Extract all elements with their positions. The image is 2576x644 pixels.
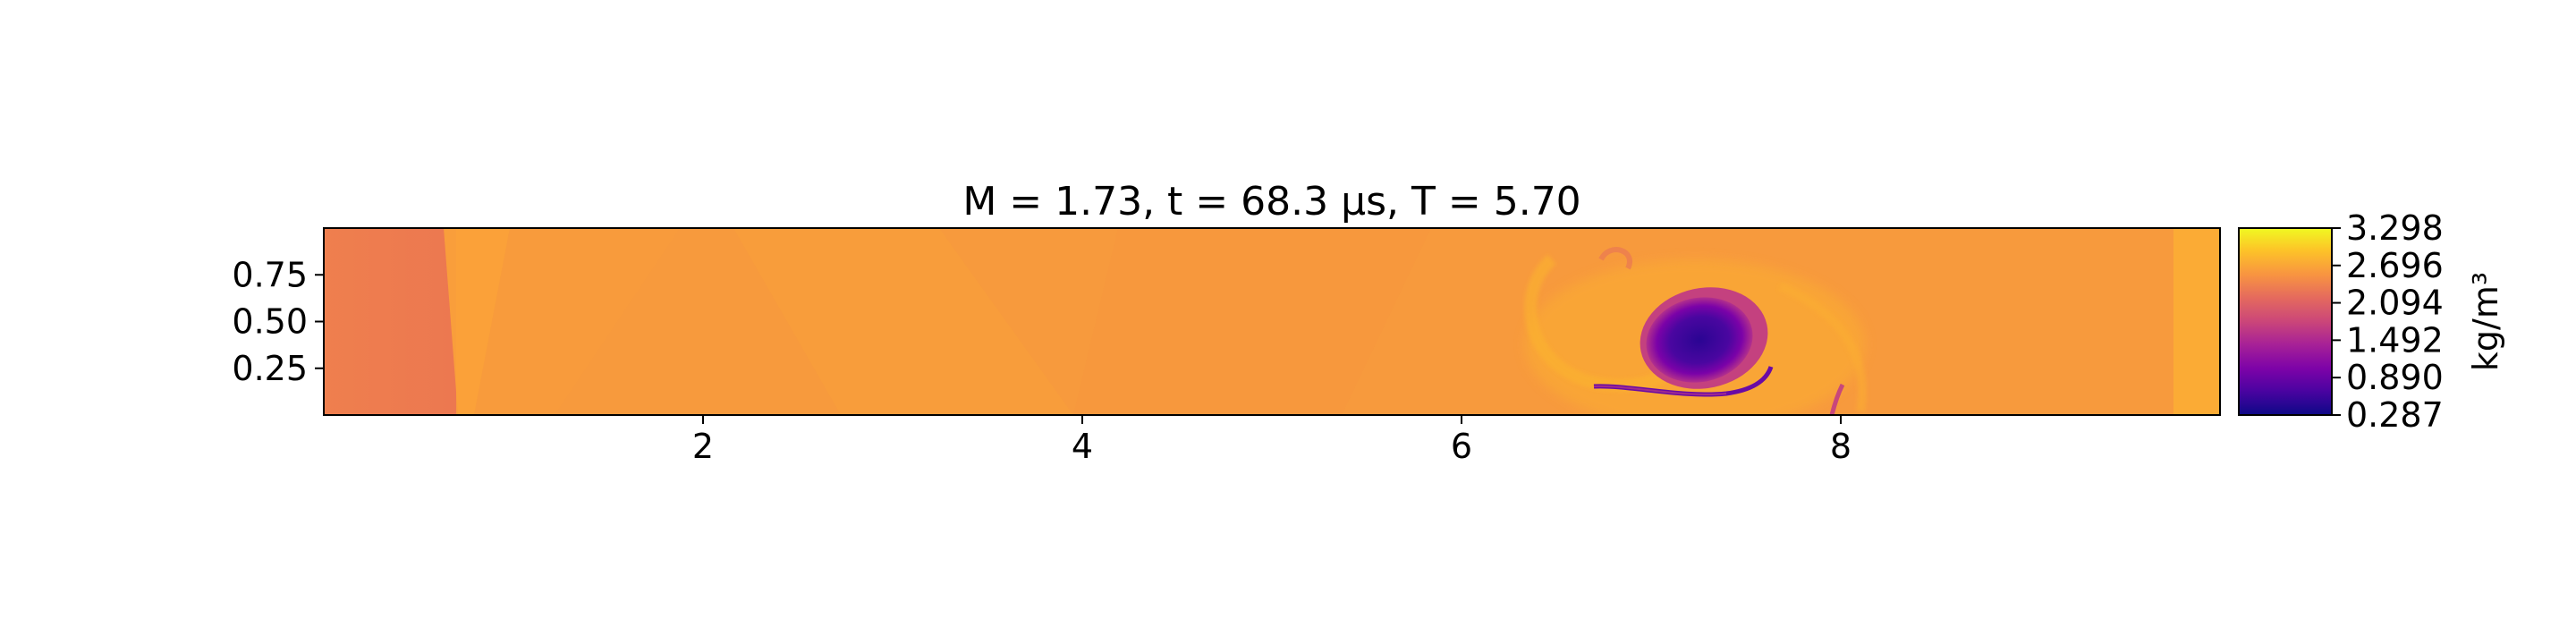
y-axis: 0.25 0.50 0.75 <box>232 255 324 388</box>
colorbar-tick-label: 3.298 <box>2346 208 2444 248</box>
oblique-wave-2 <box>733 228 1073 415</box>
colorbar-tick-label: 0.287 <box>2346 395 2444 435</box>
oblique-wave-1 <box>474 228 680 415</box>
colorbar-tick-label: 1.492 <box>2346 320 2444 360</box>
y-tick-label: 0.25 <box>232 349 308 388</box>
chart-title: M = 1.73, t = 68.3 μs, T = 5.70 <box>962 179 1580 225</box>
shock-front <box>444 228 510 415</box>
colorbar-label: kg/m³ <box>2466 272 2505 371</box>
vortex-outer-arm <box>1778 282 1867 412</box>
y-tick-label: 0.75 <box>232 255 308 294</box>
x-axis: 2 4 6 8 <box>692 415 1852 466</box>
x-tick-label: 6 <box>1451 427 1472 466</box>
outflow-band <box>2174 228 2220 415</box>
vortex-core <box>1646 297 1753 383</box>
inflow-region <box>324 228 456 415</box>
vortex-arm <box>1524 254 1679 392</box>
x-tick-label: 8 <box>1830 427 1852 466</box>
colorbar <box>2238 227 2333 416</box>
oblique-wave-3 <box>1073 228 1431 415</box>
vortex <box>1524 247 1867 415</box>
density-field <box>324 228 2220 415</box>
colorbar-tick-label: 0.890 <box>2346 358 2444 397</box>
colorbar-tick-label: 2.094 <box>2346 284 2444 323</box>
vortex-tail-glow <box>1593 385 1727 396</box>
y-tick-label: 0.50 <box>232 302 308 342</box>
colorbar-tick-label: 2.696 <box>2346 246 2444 285</box>
vortex-curl <box>1598 247 1632 270</box>
lower-filament <box>1829 383 1845 415</box>
x-tick-label: 4 <box>1072 427 1093 466</box>
x-tick-label: 2 <box>692 427 714 466</box>
